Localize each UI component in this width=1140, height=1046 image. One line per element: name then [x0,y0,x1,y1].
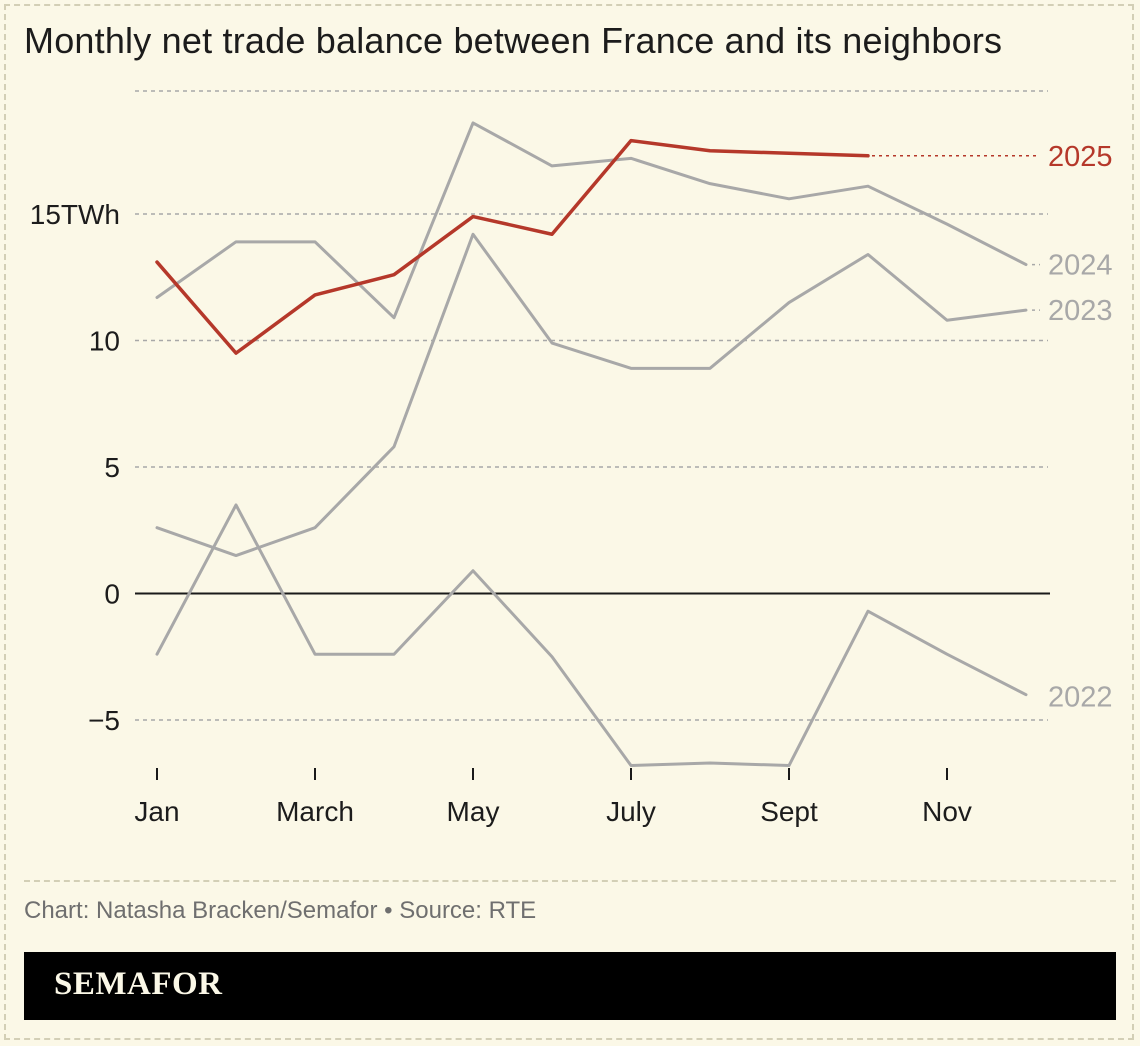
chart-title: Monthly net trade balance between France… [24,20,1003,61]
x-tick-label: Jan [134,796,179,827]
x-tick-label: Nov [922,796,972,827]
series-line-2022 [155,503,1028,768]
x-tick-label: July [606,796,656,827]
x-tick-label: May [447,796,500,827]
series-label-2022: 2022 [1048,682,1113,714]
series-label-2025: 2025 [1048,141,1113,173]
chart-frame [4,4,1134,1040]
series-labels: 2022 2023 2024 2025 [872,141,1113,714]
x-tick-label: March [276,796,354,827]
y-tick-label: 0 [104,579,120,610]
chart-credit: Chart: Natasha Bracken/Semafor • Source:… [24,897,537,924]
series-line-2025 [155,138,870,355]
footer-divider [24,880,1116,882]
brand-bar: SEMAFOR [24,952,1116,1020]
y-tick-label: −5 [88,705,120,736]
x-tick-label: Sept [760,796,818,827]
series-line-2024 [155,121,1028,320]
series-label-2024: 2024 [1048,250,1113,282]
gridlines [135,90,1050,721]
semafor-logo: SEMAFOR [54,966,223,1002]
y-tick-label: 5 [104,452,120,483]
series-line-2023 [155,232,1028,558]
y-tick-label: 15TWh [30,199,120,230]
series-lines [155,121,1028,768]
y-tick-label: 10 [89,326,120,357]
x-axis: Jan March May July Sept Nov [134,768,972,827]
y-axis-labels: −5 0 5 10 15TWh [30,199,120,736]
series-label-2023: 2023 [1048,295,1113,327]
